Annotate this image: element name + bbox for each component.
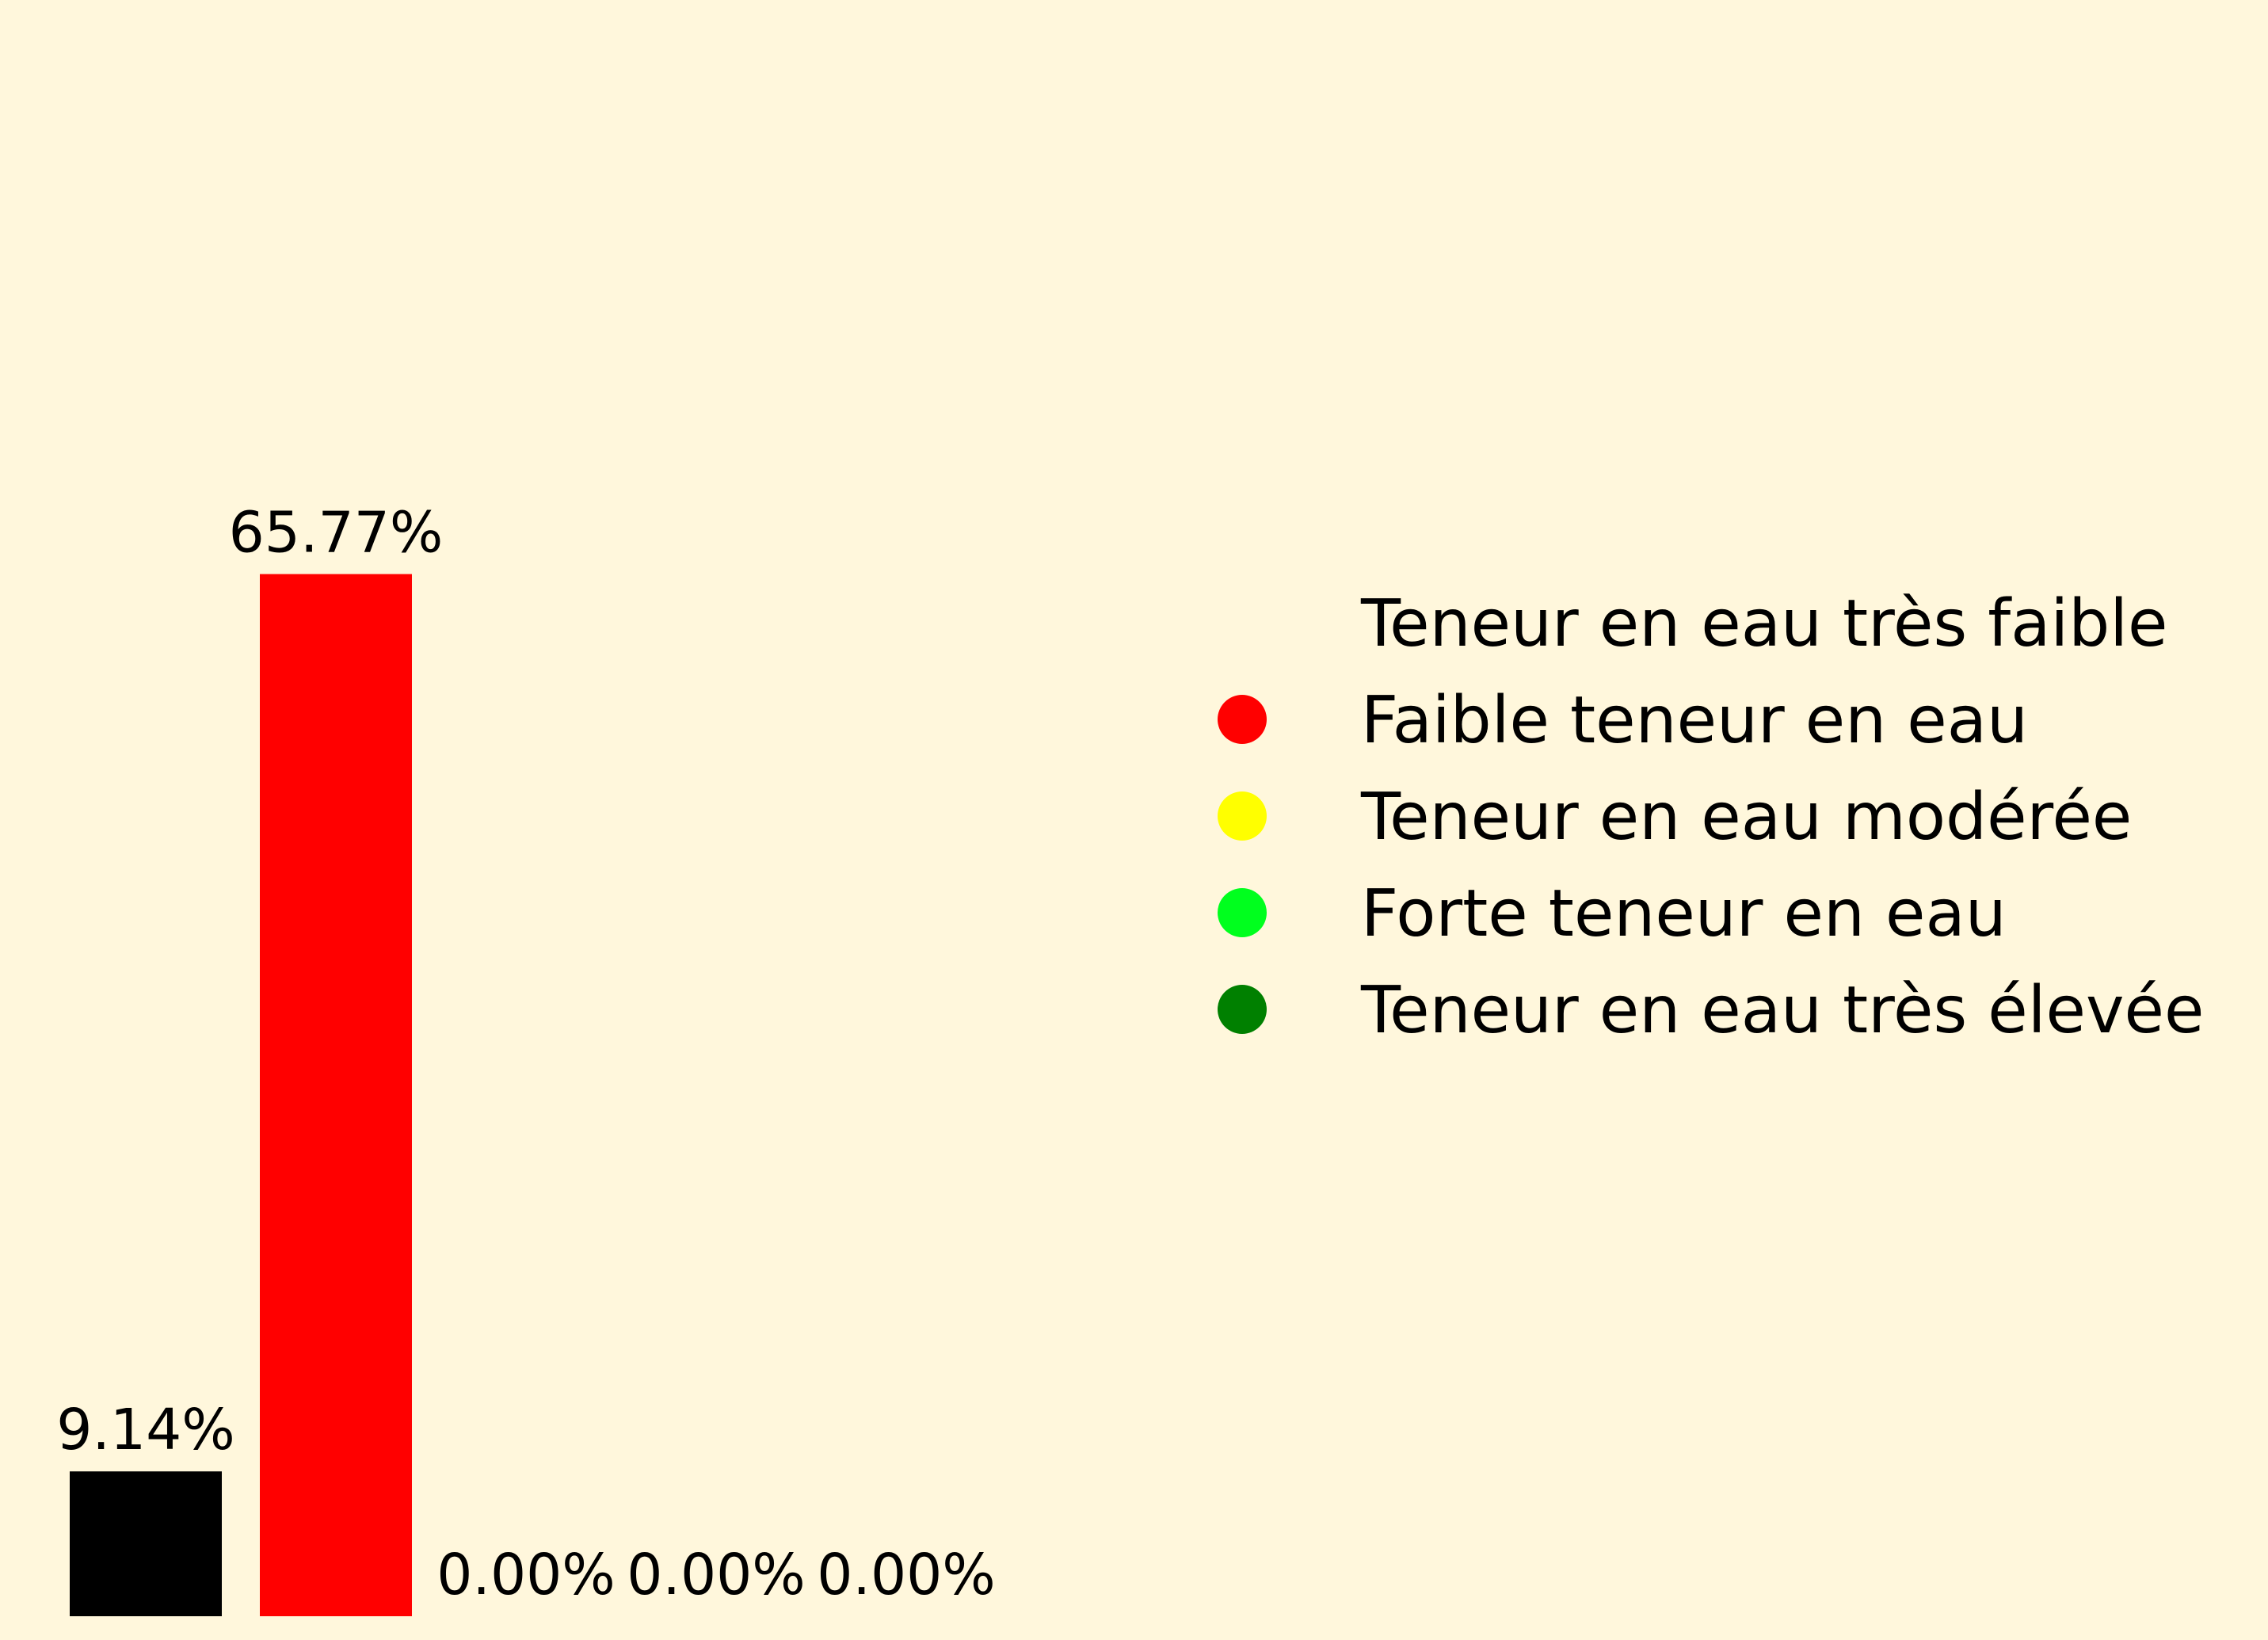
data-label-teneur-en-eau-moderee: 0.00%	[436, 1542, 616, 1608]
legend-label-teneur-en-eau-moderee: Teneur en eau modérée	[1360, 780, 2132, 855]
data-label-teneur-en-eau-tres-faible: 9.14%	[56, 1397, 235, 1463]
legend-marker-teneur-en-eau-moderee	[1218, 791, 1267, 841]
bar-faible-teneur-en-eau	[260, 574, 412, 1616]
legend-label-faible-teneur-en-eau: Faible teneur en eau	[1361, 683, 2028, 758]
legend-marker-teneur-en-eau-tres-faible	[1218, 598, 1267, 647]
bars-group	[70, 574, 412, 1616]
legend-label-teneur-en-eau-tres-faible: Teneur en eau très faible	[1360, 586, 2167, 662]
legend-marker-teneur-en-eau-tres-elevee	[1218, 985, 1267, 1034]
legend-label-forte-teneur-en-eau: Forte teneur en eau	[1361, 876, 2007, 952]
legend-marker-faible-teneur-en-eau	[1218, 695, 1267, 744]
legend: Teneur en eau très faible Faible teneur e…	[1218, 586, 2204, 1048]
data-label-teneur-en-eau-tres-elevee: 0.00%	[817, 1542, 996, 1608]
legend-marker-forte-teneur-en-eau	[1218, 888, 1267, 937]
data-labels-group: 9.14%65.77%0.00% 0.00% 0.00%	[56, 500, 996, 1608]
bar-teneur-en-eau-tres-faible	[70, 1471, 222, 1616]
legend-label-teneur-en-eau-tres-elevee: Teneur en eau très élevée	[1360, 973, 2204, 1048]
data-label-forte-teneur-en-eau: 0.00%	[627, 1542, 806, 1608]
data-label-faible-teneur-en-eau: 65.77%	[229, 500, 444, 566]
